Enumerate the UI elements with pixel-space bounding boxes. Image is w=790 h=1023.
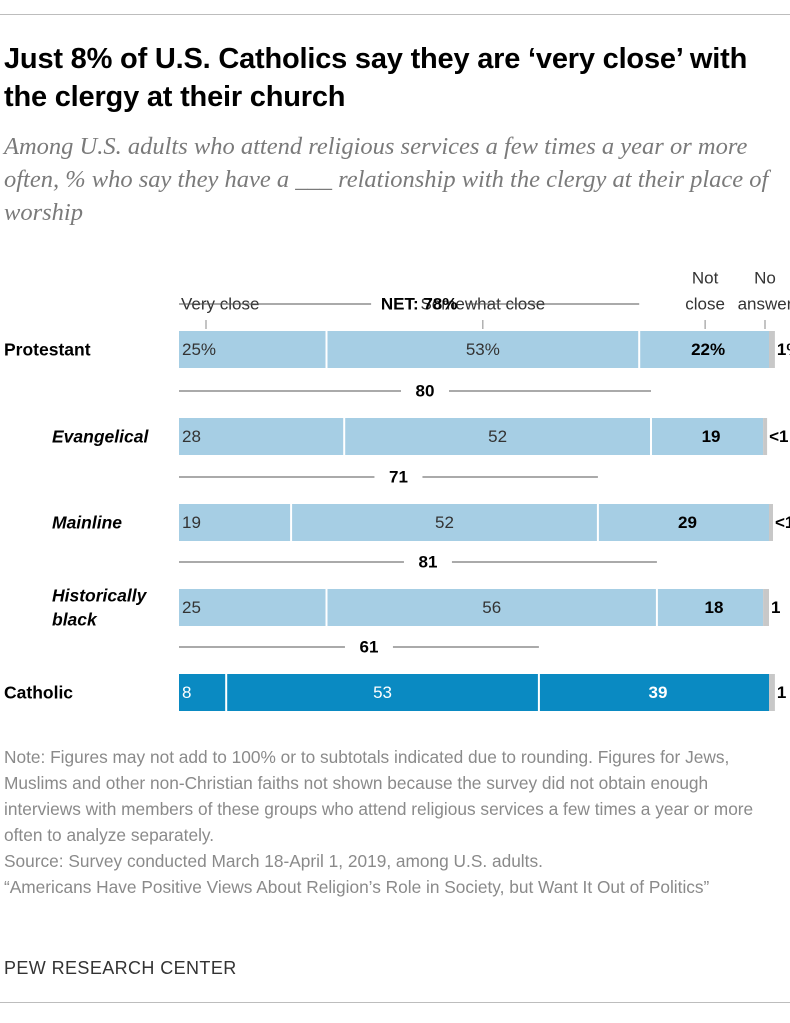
value-label-somewhat-close: 52 xyxy=(488,427,507,446)
chart-notes: Note: Figures may not add to 100% or to … xyxy=(4,744,784,900)
bar-segment xyxy=(344,418,651,455)
value-label-not-close: 19 xyxy=(702,427,721,446)
bar-segment xyxy=(226,674,539,711)
net-label: NET: 78% xyxy=(381,295,458,314)
bar-segment xyxy=(639,331,769,368)
row-label: black xyxy=(52,610,98,630)
source-text: Source: Survey conducted March 18-April … xyxy=(4,851,543,871)
value-label-not-close: 29 xyxy=(678,513,697,532)
value-label-somewhat-close: 53% xyxy=(466,340,500,359)
row-label: Evangelical xyxy=(52,427,149,447)
bar-segment xyxy=(769,504,773,541)
row-label: Protestant xyxy=(4,340,91,360)
bar-segment xyxy=(763,418,768,455)
column-header-not_close: close xyxy=(685,295,725,314)
bar-segment xyxy=(326,331,640,368)
value-label-no-answer: 1% xyxy=(777,340,790,359)
net-label: 61 xyxy=(359,638,378,657)
column-header-no_answer: No xyxy=(754,269,776,288)
bar-segment xyxy=(179,589,327,626)
bar-segment xyxy=(769,674,775,711)
value-label-somewhat-close: 56 xyxy=(482,598,501,617)
bar-segment xyxy=(291,504,598,541)
value-label-not-close: 18 xyxy=(705,598,724,617)
bar-segment xyxy=(179,418,345,455)
value-label-very-close: 28 xyxy=(182,427,201,446)
row-label: Mainline xyxy=(52,513,122,533)
bar-segment xyxy=(597,504,769,541)
bar-segment xyxy=(656,589,764,626)
value-label-no-answer: 1 xyxy=(771,598,780,617)
note-text: Note: Figures may not add to 100% or to … xyxy=(4,747,754,845)
value-label-no-answer: <1 xyxy=(775,513,790,532)
stacked-bar-chart: Very close Somewhat closeNotcloseNoanswer… xyxy=(4,269,790,711)
bar-segment xyxy=(326,589,657,626)
value-label-somewhat-close: 52 xyxy=(435,513,454,532)
chart-title: Just 8% of U.S. Catholics say they are ‘… xyxy=(4,43,748,113)
bar-segment xyxy=(179,331,327,368)
value-label-very-close: 8 xyxy=(182,683,191,702)
bar-segment xyxy=(179,674,227,711)
net-label: 81 xyxy=(418,553,437,572)
value-label-not-close: 39 xyxy=(648,683,667,702)
bottom-rule xyxy=(0,1002,790,1003)
value-label-not-close: 22% xyxy=(691,340,725,359)
top-rule xyxy=(0,14,790,15)
brand-name: PEW RESEARCH CENTER xyxy=(4,958,237,978)
bar-segment xyxy=(769,331,775,368)
value-label-somewhat-close: 53 xyxy=(373,683,392,702)
bar-segment xyxy=(651,418,764,455)
column-header-not_close: Not xyxy=(692,269,719,288)
bar-segment xyxy=(763,589,769,626)
net-label: 71 xyxy=(389,468,408,487)
bar-segment xyxy=(538,674,769,711)
chart-subtitle: Among U.S. adults who attend religious s… xyxy=(4,133,769,226)
value-label-no-answer: 1 xyxy=(777,683,786,702)
bar-segment xyxy=(179,504,292,541)
value-label-no-answer: <1 xyxy=(769,427,788,446)
net-label: 80 xyxy=(416,382,435,401)
report-title-text: “Americans Have Positive Views About Rel… xyxy=(4,877,710,897)
value-label-very-close: 25 xyxy=(182,598,201,617)
row-label: Historically xyxy=(52,586,148,606)
column-header-no_answer: answer xyxy=(738,295,790,314)
value-label-very-close: 19 xyxy=(182,513,201,532)
value-label-very-close: 25% xyxy=(182,340,216,359)
row-label: Catholic xyxy=(4,683,73,703)
